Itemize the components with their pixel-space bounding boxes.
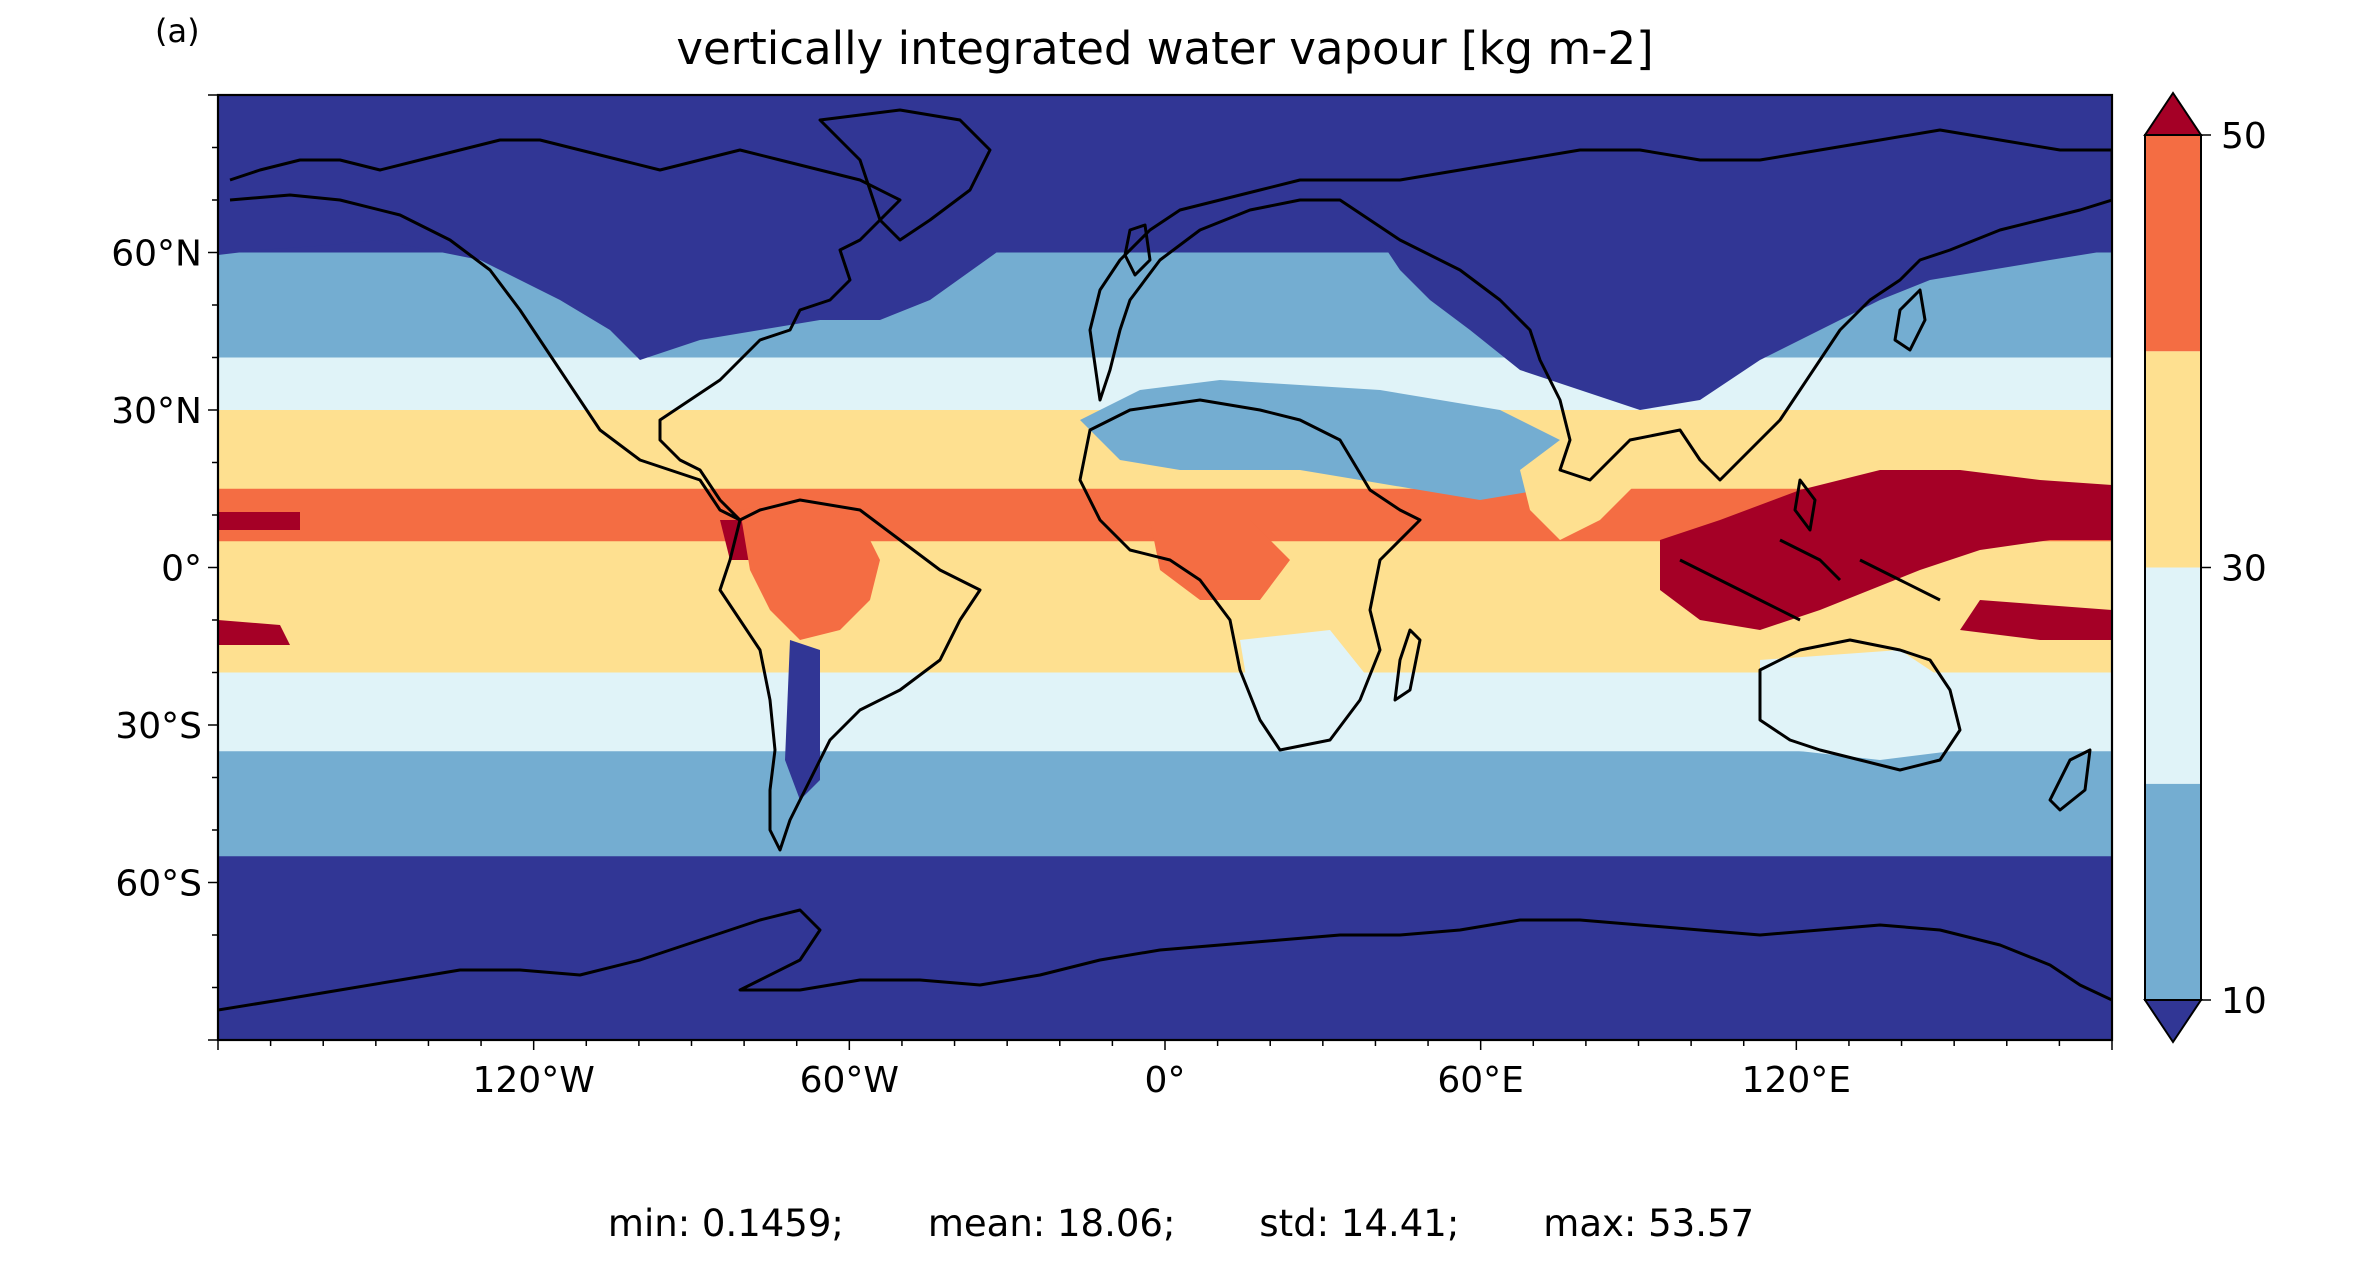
colorbar-band (2145, 567, 2201, 784)
y-tick-label: 60°S (115, 864, 202, 905)
colorbar: 10 30 50 (2143, 91, 2267, 1044)
dry-sahara (1080, 380, 1580, 500)
stat-min: min: 0.1459; (607, 1202, 844, 1245)
colorbar-band (2145, 351, 2201, 568)
water-vapour-map (218, 95, 2112, 1040)
dry-australia (1760, 650, 1960, 760)
colorbar-extend-min (2143, 999, 2203, 1044)
colorbar-band (2145, 783, 2201, 1000)
zonal-band (218, 620, 2112, 647)
dry-south-africa (1240, 630, 1370, 750)
colorbar-band (2145, 135, 2201, 352)
stat-mean: mean: 18.06; (927, 1202, 1176, 1245)
zonal-band (218, 751, 2112, 779)
x-tick-label: 120°W (473, 1060, 595, 1101)
x-tick-label: 120°E (1742, 1060, 1851, 1101)
colorbar-tick-label: 10 (2221, 981, 2267, 1022)
coast-south-america (718, 498, 982, 852)
x-axis: 120°W 60°W 0° 60°E 120°E (217, 1040, 2113, 1101)
coast-new-zealand (2048, 748, 2092, 812)
coast-eurasia (1088, 128, 2112, 482)
moist-africa (1150, 520, 1290, 600)
stat-max: max: 53.57 (1543, 1202, 1755, 1245)
zonal-band (218, 777, 2112, 805)
coastlines (218, 108, 2112, 1012)
y-tick-label: 30°S (115, 706, 202, 747)
max-west-pacific (218, 512, 300, 530)
colorbar-tick-label: 30 (2221, 549, 2267, 590)
max-spcz (1960, 600, 2112, 640)
y-axis: 60°N 30°N 0° 30°S 60°S (111, 94, 218, 1041)
colorbar-extend-max (2143, 91, 2203, 136)
max-south-pacific (218, 620, 290, 645)
coast-australia (1758, 638, 1962, 772)
y-tick-label: 30°N (111, 391, 202, 432)
field-overlays (218, 95, 2112, 800)
dry-eurasia (1370, 95, 2112, 410)
dry-andes (785, 640, 820, 800)
x-tick-label: 0° (1145, 1060, 1186, 1101)
map-title: vertically integrated water vapour [kg m… (676, 22, 1654, 75)
coast-britain (1123, 223, 1152, 277)
coast-indonesia (1679, 538, 1941, 622)
panel-label: (a) (155, 12, 200, 50)
stat-std: std: 14.41; (1259, 1202, 1460, 1245)
zonal-band (218, 882, 2112, 936)
coast-africa (1078, 398, 1422, 752)
zonal-band (218, 935, 2112, 1040)
coast-antarctica (218, 908, 2112, 1012)
y-tick-label: 0° (161, 549, 202, 590)
max-maritime-continent (1660, 470, 2112, 630)
coast-philippines (1793, 478, 1817, 532)
y-tick-label: 60°N (111, 234, 202, 275)
zonal-band (218, 830, 2112, 857)
zonal-band (218, 331, 2112, 359)
zonal-band (218, 357, 2112, 385)
coast-greenland (818, 108, 992, 242)
coast-madagascar (1393, 628, 1422, 702)
coast-north-america (229, 138, 902, 522)
colorbar-tick-label: 50 (2221, 116, 2267, 157)
x-tick-label: 60°E (1437, 1060, 1524, 1101)
zonal-band (218, 803, 2112, 831)
moist-amazon (740, 500, 880, 640)
zonal-band (218, 856, 2112, 884)
statistics-line: min: 0.1459; mean: 18.06; std: 14.41; max: … (0, 1202, 2362, 1245)
x-tick-label: 60°W (800, 1060, 899, 1101)
moist-india (1520, 440, 1650, 540)
coast-japan (1893, 288, 1927, 352)
